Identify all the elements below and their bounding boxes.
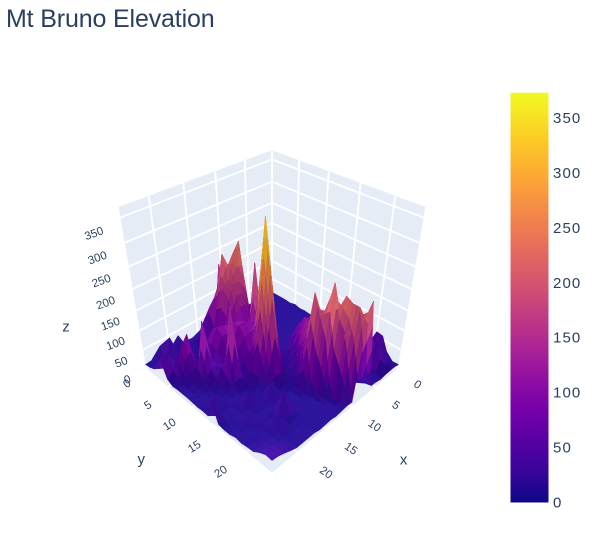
svg-text:15: 15 <box>342 441 359 458</box>
svg-text:15: 15 <box>186 439 203 456</box>
svg-text:200: 200 <box>553 275 581 292</box>
svg-text:0: 0 <box>123 373 133 386</box>
svg-text:350: 350 <box>553 110 581 127</box>
svg-text:50: 50 <box>553 440 572 457</box>
svg-text:250: 250 <box>91 273 113 291</box>
svg-text:100: 100 <box>105 335 127 353</box>
svg-text:0: 0 <box>553 495 562 512</box>
svg-text:10: 10 <box>366 418 383 435</box>
svg-text:y: y <box>137 451 145 468</box>
svg-text:10: 10 <box>161 416 178 433</box>
svg-text:20: 20 <box>212 464 229 481</box>
svg-text:20: 20 <box>317 465 334 482</box>
svg-text:150: 150 <box>553 330 581 347</box>
svg-text:250: 250 <box>553 220 581 237</box>
svg-text:300: 300 <box>87 250 109 268</box>
svg-text:5: 5 <box>390 399 402 413</box>
svg-text:5: 5 <box>142 399 154 413</box>
svg-text:0: 0 <box>411 378 423 392</box>
svg-text:100: 100 <box>553 385 581 402</box>
svg-text:x: x <box>400 451 408 468</box>
svg-text:350: 350 <box>83 225 105 243</box>
svg-text:300: 300 <box>553 165 581 182</box>
svg-text:z: z <box>62 319 70 336</box>
svg-text:0: 0 <box>121 377 133 391</box>
svg-text:50: 50 <box>113 355 129 371</box>
svg-text:150: 150 <box>100 316 122 334</box>
svg-text:200: 200 <box>95 295 117 313</box>
